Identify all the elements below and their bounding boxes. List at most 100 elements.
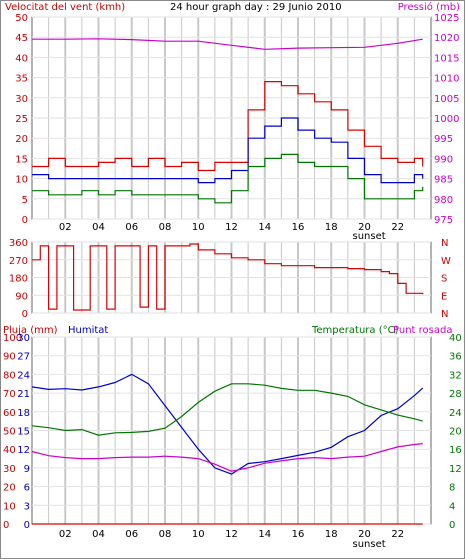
compass-label: E — [441, 291, 447, 302]
wind-speed-tick-label: 0 — [22, 215, 28, 226]
rain-tick-label: 70 — [3, 389, 16, 400]
x-tick-label: 02 — [59, 222, 72, 233]
temperature-tick-label: 16 — [449, 445, 462, 456]
x-tick-label: 04 — [92, 529, 105, 540]
humidity-tick-label: 12 — [17, 445, 30, 456]
rain-tick-label: 0 — [3, 520, 9, 531]
series-line-blue — [31, 373, 424, 475]
series-line-magenta — [31, 443, 423, 472]
series-line-green — [32, 153, 424, 204]
graph-title: 24 hour graph day : 29 Junio 2010 — [170, 2, 342, 13]
x-tick-label: 18 — [325, 529, 338, 540]
series-line-red — [32, 243, 424, 311]
x-tick-label: 06 — [125, 529, 138, 540]
pressure-tick-label: 995 — [434, 134, 453, 145]
rain-tick-label: 50 — [3, 427, 16, 438]
x-tick-label: 22 — [391, 529, 404, 540]
temperature-axis-title: Temperatura (°C) — [311, 325, 399, 336]
humidity-tick-label: 9 — [24, 464, 30, 475]
pressure-tick-label: 1025 — [434, 13, 459, 24]
humidity-tick-label: 0 — [24, 520, 30, 531]
wind-speed-tick-label: 5 — [22, 195, 28, 206]
sunset-label: sunset — [353, 539, 386, 550]
compass-label: N — [441, 238, 448, 249]
humidity-axis-title: Humitat — [68, 325, 108, 336]
pressure-tick-label: 1005 — [434, 94, 459, 105]
wind-direction-tick-label: 0 — [22, 309, 28, 320]
wind-speed-tick-label: 20 — [15, 134, 28, 145]
temperature-tick-label: 28 — [449, 389, 462, 400]
x-tick-label: 14 — [258, 222, 271, 233]
x-tick-label: 08 — [159, 529, 172, 540]
rain-tick-label: 30 — [3, 464, 16, 475]
pressure-tick-label: 1020 — [434, 33, 459, 44]
wind-speed-tick-label: 25 — [15, 114, 28, 125]
temperature-tick-label: 24 — [449, 408, 462, 419]
rain-tick-label: 90 — [3, 352, 16, 363]
temperature-tick-label: 20 — [449, 427, 462, 438]
pressure-tick-label: 1010 — [434, 74, 459, 85]
wind-speed-tick-label: 50 — [15, 13, 28, 24]
rain-tick-label: 10 — [3, 501, 16, 512]
humidity-tick-label: 15 — [17, 427, 30, 438]
rain-tick-label: 100 — [3, 333, 22, 344]
x-tick-label: 08 — [159, 222, 172, 233]
rain-tick-label: 60 — [3, 408, 16, 419]
x-tick-label: 02 — [59, 529, 72, 540]
sunset-label: sunset — [353, 231, 386, 242]
dewpoint-axis-title: Punt rosada — [393, 325, 452, 336]
humidity-tick-label: 6 — [24, 483, 30, 494]
wind-speed-tick-label: 35 — [15, 74, 28, 85]
humidity-tick-label: 27 — [17, 352, 30, 363]
pressure-tick-label: 980 — [434, 195, 453, 206]
wind-speed-tick-label: 30 — [15, 94, 28, 105]
wind-direction-tick-label: 270 — [9, 256, 28, 267]
rain-tick-label: 80 — [3, 370, 16, 381]
wind-speed-tick-label: 40 — [15, 53, 28, 64]
wind-speed-tick-label: 10 — [15, 175, 28, 186]
temperature-tick-label: 32 — [449, 370, 462, 381]
wind-speed-tick-label: 15 — [15, 154, 28, 165]
humidity-tick-label: 21 — [17, 389, 30, 400]
temperature-tick-label: 8 — [449, 483, 455, 494]
wind-direction-tick-label: 360 — [9, 238, 28, 249]
compass-label: W — [441, 256, 451, 267]
wind-speed-axis-title: Velocitat del vent (kmh) — [5, 2, 125, 13]
x-tick-label: 06 — [125, 222, 138, 233]
x-tick-label: 16 — [292, 529, 305, 540]
wind-direction-tick-label: 180 — [9, 274, 28, 285]
humidity-tick-label: 3 — [24, 501, 30, 512]
x-tick-label: 12 — [225, 529, 238, 540]
temperature-tick-label: 4 — [449, 501, 455, 512]
rain-tick-label: 20 — [3, 483, 16, 494]
x-tick-label: 10 — [192, 222, 205, 233]
pressure-tick-label: 985 — [434, 175, 453, 186]
rain-tick-label: 40 — [3, 445, 16, 456]
x-tick-label: 10 — [192, 529, 205, 540]
compass-label: N — [441, 309, 448, 320]
humidity-tick-label: 30 — [17, 333, 30, 344]
x-tick-label: 20 — [358, 529, 371, 540]
series-line-magenta — [32, 38, 423, 50]
series-line-green — [31, 383, 423, 436]
x-tick-label: 04 — [92, 222, 105, 233]
temperature-tick-label: 36 — [449, 352, 462, 363]
temperature-tick-label: 0 — [449, 520, 455, 531]
pressure-axis-title: Pressió (mb) — [398, 1, 460, 13]
compass-label: S — [441, 274, 447, 285]
x-tick-label: 18 — [325, 222, 338, 233]
x-tick-label: 12 — [225, 222, 238, 233]
rain-axis-title: Pluja (mm) — [3, 325, 58, 336]
x-tick-label: 14 — [258, 529, 271, 540]
wind-speed-tick-label: 45 — [15, 33, 28, 44]
wind-direction-tick-label: 90 — [15, 291, 28, 302]
pressure-tick-label: 1015 — [434, 53, 459, 64]
x-tick-label: 20 — [358, 222, 371, 233]
x-tick-label: 16 — [292, 222, 305, 233]
temperature-tick-label: 12 — [449, 464, 462, 475]
pressure-tick-label: 1000 — [434, 114, 459, 125]
pressure-tick-label: 990 — [434, 154, 453, 165]
pressure-tick-label: 975 — [434, 215, 453, 226]
